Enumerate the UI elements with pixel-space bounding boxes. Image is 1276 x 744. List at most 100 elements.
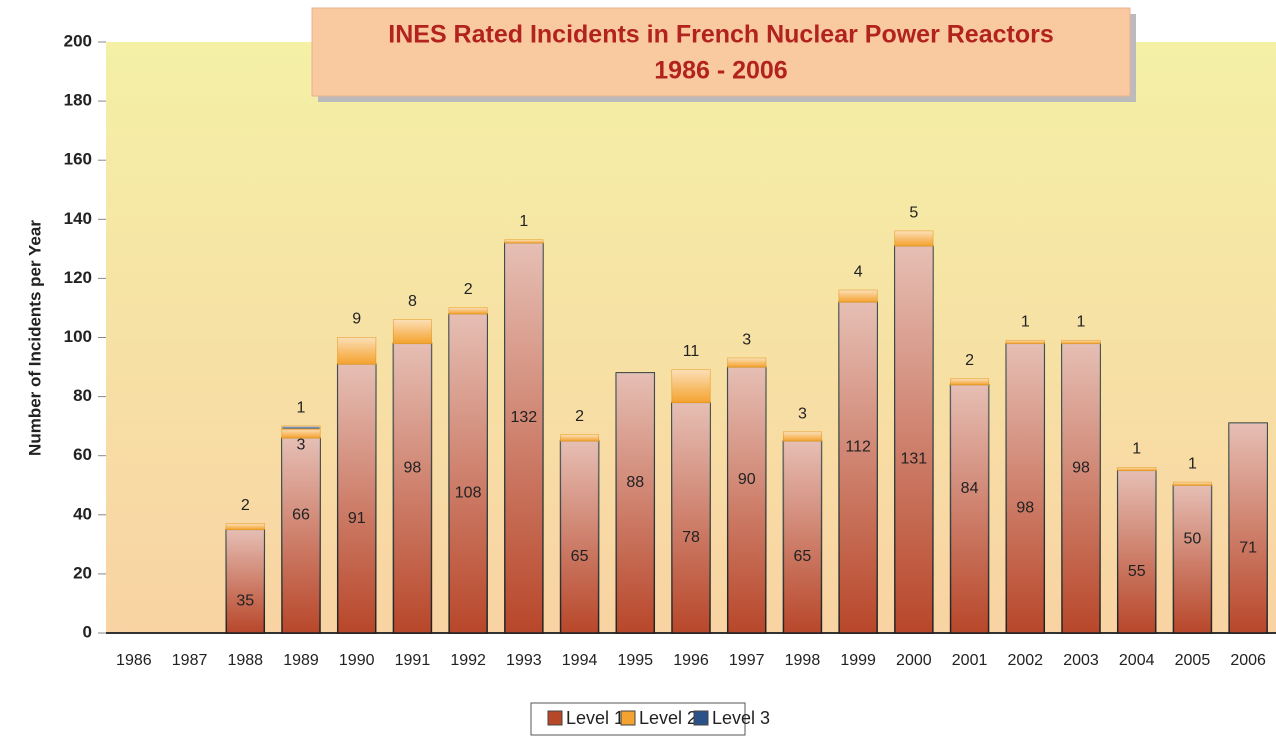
data-label: 9	[352, 311, 361, 328]
x-tick-label: 1996	[673, 652, 709, 669]
bar-shine	[226, 529, 265, 633]
data-label: 2	[965, 352, 974, 369]
y-tick-label: 40	[73, 504, 92, 523]
x-tick-label: 1995	[617, 652, 653, 669]
bar-shine	[504, 242, 543, 633]
data-label: 98	[1016, 499, 1034, 516]
bar-shine	[282, 437, 320, 633]
data-label: 88	[626, 474, 644, 491]
x-tick-label: 1989	[283, 652, 319, 669]
bar-shine	[226, 523, 265, 530]
legend-swatch	[693, 710, 709, 726]
data-label: 2	[241, 497, 250, 514]
data-label: 65	[794, 548, 812, 565]
bar-shine	[560, 435, 599, 441]
x-tick-label: 1998	[785, 652, 821, 669]
x-tick-label: 2004	[1119, 652, 1155, 669]
data-label: 98	[404, 459, 422, 476]
data-label: 65	[571, 548, 589, 565]
data-label: 108	[455, 485, 482, 502]
x-tick-label: 2000	[896, 652, 932, 669]
x-tick-label: 1987	[172, 652, 208, 669]
data-label: 98	[1072, 459, 1090, 476]
bar-shine	[282, 429, 320, 438]
bar-shine	[783, 432, 822, 441]
data-label: 2	[464, 281, 473, 298]
bar-shine	[1062, 343, 1100, 633]
data-label: 66	[292, 507, 310, 524]
legend-box	[530, 702, 746, 736]
bar-shine	[839, 302, 878, 633]
legend-swatch	[620, 710, 636, 726]
x-tick-label: 2001	[952, 652, 988, 669]
bar-shine	[616, 372, 655, 633]
bar-shine	[894, 245, 933, 633]
bar-shine	[672, 402, 710, 633]
y-tick-label: 200	[64, 31, 92, 50]
x-tick-label: 1988	[227, 652, 263, 669]
title-box	[311, 7, 1131, 97]
data-label: 11	[683, 343, 700, 360]
data-label: 5	[909, 204, 918, 221]
data-label: 84	[961, 480, 979, 497]
data-label: 1	[1132, 441, 1141, 458]
bar-shine	[950, 384, 989, 633]
bar-shine	[449, 307, 488, 314]
legend-label: Level 1	[566, 708, 624, 728]
data-label: 50	[1184, 530, 1202, 547]
bar-shine	[672, 370, 710, 403]
bar-shine	[1173, 482, 1212, 486]
data-label: 4	[854, 263, 863, 280]
data-label: 1	[297, 399, 306, 416]
bar-shine	[1117, 467, 1156, 471]
bar-shine	[950, 378, 989, 385]
y-axis-label: Number of Incidents per Year	[25, 220, 44, 456]
x-tick-label: 1994	[562, 652, 598, 669]
x-tick-label: 2002	[1007, 652, 1043, 669]
data-label: 1	[519, 213, 528, 230]
bar-shine	[337, 337, 376, 365]
data-label: 78	[682, 529, 700, 546]
y-tick-label: 100	[64, 327, 92, 346]
x-tick-label: 1997	[729, 652, 765, 669]
data-label: 3	[297, 436, 306, 453]
x-tick-label: 1991	[395, 652, 431, 669]
bar-shine	[393, 343, 432, 633]
legend-label: Level 2	[639, 708, 697, 728]
y-tick-label: 0	[83, 622, 92, 641]
x-tick-label: 1993	[506, 652, 542, 669]
data-label: 112	[845, 439, 871, 456]
x-tick-label: 1992	[450, 652, 486, 669]
x-tick-label: 1990	[339, 652, 375, 669]
data-label: 1	[1188, 456, 1197, 473]
bar-shine	[393, 319, 432, 344]
x-tick-label: 1986	[116, 652, 152, 669]
bar-shine	[839, 290, 878, 303]
legend-swatch	[547, 710, 563, 726]
bar-shine	[1117, 470, 1156, 633]
chart-subtitle: 1986 - 2006	[654, 57, 787, 85]
y-tick-label: 120	[64, 268, 92, 287]
bar-shine	[727, 367, 766, 633]
bar-shine	[783, 440, 822, 633]
bar-shine	[1006, 343, 1045, 633]
x-tick-label: 1999	[840, 652, 876, 669]
data-label: 3	[798, 405, 807, 422]
data-label: 1	[1021, 314, 1030, 331]
chart-title: INES Rated Incidents in French Nuclear P…	[388, 21, 1053, 49]
bar-shine	[337, 364, 376, 633]
bar-shine	[727, 358, 766, 368]
legend-label: Level 3	[712, 708, 770, 728]
data-label: 132	[511, 409, 538, 426]
bar-shine	[504, 239, 543, 243]
bar-shine	[1173, 485, 1212, 633]
data-label: 91	[348, 510, 366, 527]
y-tick-label: 180	[64, 91, 92, 110]
data-label: 2	[575, 408, 584, 425]
data-label: 8	[408, 293, 417, 310]
x-tick-label: 2006	[1230, 652, 1266, 669]
bar-shine	[894, 231, 933, 246]
bar-shine	[449, 313, 488, 633]
y-tick-label: 80	[73, 386, 92, 405]
